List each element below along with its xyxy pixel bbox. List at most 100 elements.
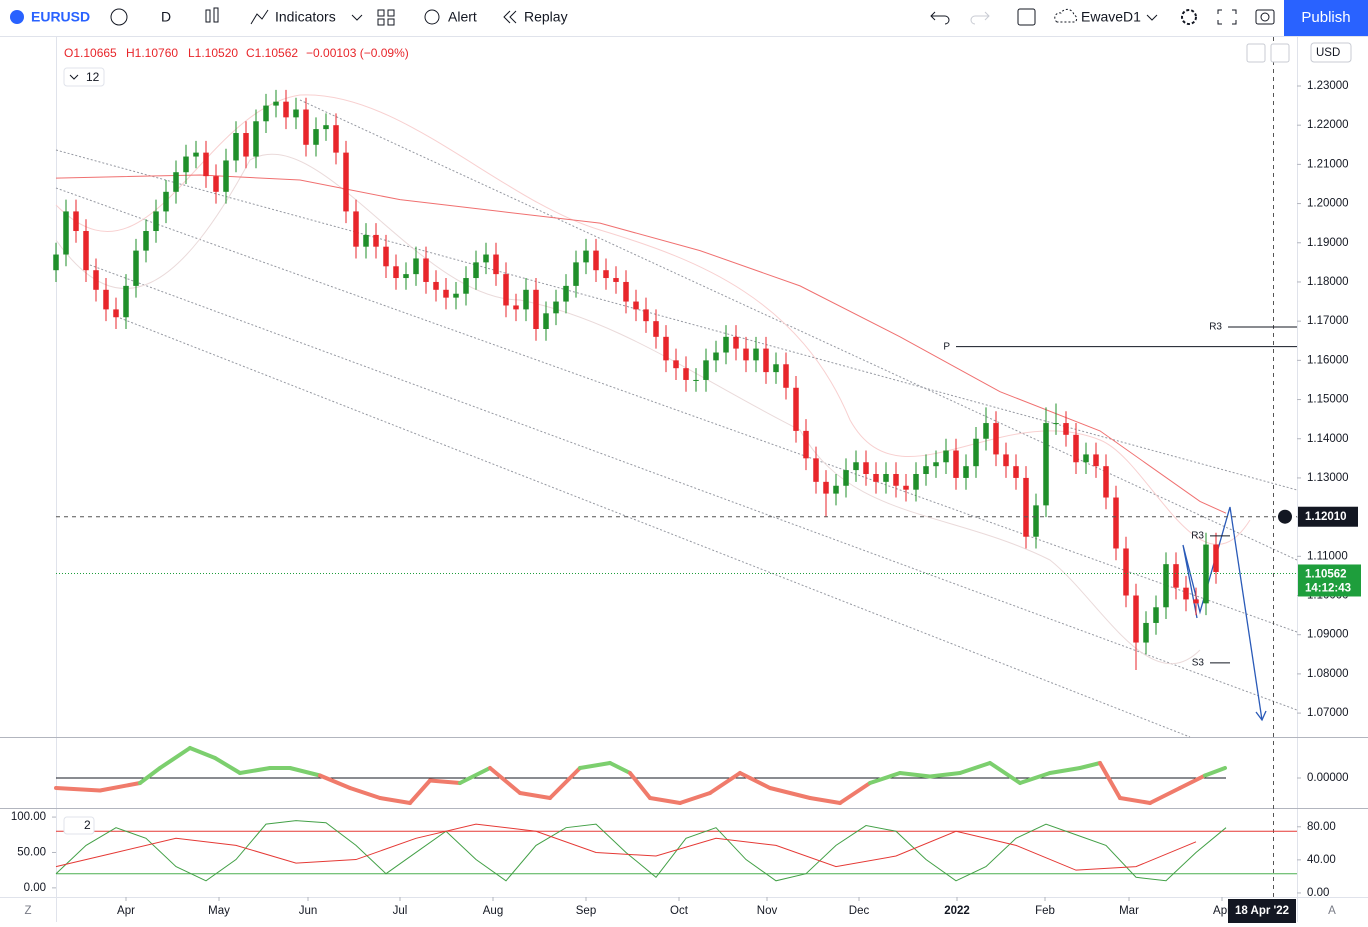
stochastic-line [55,823,1197,871]
oscillator-segment [1078,761,1102,770]
candle-body [1123,548,1129,596]
indicators-button[interactable]: Indicators [275,9,336,25]
candle-body [753,348,759,361]
indicators-icon [250,9,269,25]
candle-body [473,262,479,279]
currency-box[interactable] [1310,42,1352,63]
candle-body [1023,477,1029,537]
publish-button[interactable]: Publish [1301,9,1350,26]
candle-body [953,450,959,478]
candle-body [293,109,299,118]
y-tick-label: 1.19000 [1307,237,1349,249]
legend-low: L1.10520 [188,46,238,60]
oscillator-segment [578,761,612,770]
oscillator-segment [1203,766,1227,778]
oscillator-segment [678,791,712,805]
candle-body [63,211,69,255]
y-tick-label: 1.09000 [1307,629,1349,641]
snapshot-lens [1260,12,1270,22]
oscillator-segment [738,771,772,790]
oscillator-segment [898,771,932,779]
legend-change: −0.00103 (−0.09%) [306,46,409,60]
oscillator-segment [548,766,582,800]
indicators-toggle[interactable] [63,816,95,835]
symbol-icon[interactable] [10,10,24,24]
candle-body [53,254,59,271]
ohlc-legend: O1.10665 H1.10760 L1.10520 C1.10562 −0.0… [64,46,409,60]
candle-body [253,121,259,157]
layout-name[interactable]: EwaveD1 [1081,9,1141,25]
candle-body [1033,505,1039,537]
candle-body [1043,423,1049,506]
fullscreen[interactable] [1217,9,1237,25]
corner-button[interactable]: A [1328,905,1336,917]
corner-button[interactable]: Z [24,905,31,917]
toolbar [0,0,1368,36]
add-symbol[interactable] [110,8,128,26]
candle-body [323,125,329,130]
indicator-count: 12 [86,70,100,84]
symbol[interactable]: EURUSD [31,9,90,25]
candle-body [93,270,99,290]
candle-body [493,254,499,275]
candle-body [1193,599,1199,604]
alert-button[interactable]: Alert [448,9,477,25]
candle-body [333,125,339,153]
candle-body [943,450,949,463]
scroll-down[interactable] [1246,43,1266,63]
candle-body [823,481,829,494]
dropdown[interactable] [351,14,363,21]
oscillator-segment [428,778,462,785]
x-tick-label: Jun [299,905,318,917]
replay-button[interactable]: Replay [524,9,568,25]
maximize-pane[interactable] [1270,43,1290,63]
publish-bg[interactable] [1284,0,1368,36]
legend-open: O1.10665 [64,46,117,60]
y-tick-label: 0.00 [24,882,46,894]
oscillator-segment [628,771,652,800]
candle-body [233,133,239,161]
envelope [55,153,1201,665]
arrow-head [1255,710,1267,722]
trend-channel [55,99,1298,738]
candle-body [633,301,639,310]
oscillator-segment [768,786,812,800]
layout-dropdown[interactable] [1146,14,1158,21]
x-tick-label: May [208,905,230,917]
candle-body [763,348,769,373]
currency[interactable]: USD [1316,47,1340,59]
x-tick-label: Mar [1119,905,1139,917]
redo[interactable] [970,11,990,25]
chart-type[interactable] [205,9,211,23]
x-tick-label: Dec [849,905,870,917]
oscillator-segment [838,781,872,805]
candle-body [833,485,839,494]
indicators-toggle[interactable] [63,67,105,87]
candle-body [1103,466,1109,498]
oscillator-segment [138,766,162,785]
y-tick-label: 1.14000 [1307,433,1349,445]
candle-body [653,321,659,337]
candle-body [723,336,729,353]
oscillator-segment [238,766,272,775]
candle-body [673,360,679,369]
candle-body [1003,454,1009,467]
candle-body [243,133,249,157]
candle-body [1063,423,1069,435]
interval[interactable]: D [161,9,171,25]
last-price: 1.10562 [1305,569,1347,581]
candle-body [923,466,929,475]
candle-body [1183,587,1189,600]
candle-body [383,246,389,267]
candle-body [1153,607,1159,623]
candle-body [703,360,709,380]
snapshot[interactable] [1255,9,1275,25]
legend-close: C1.10562 [246,46,298,60]
settings[interactable] [1181,9,1197,25]
candle-body [693,379,699,381]
undo[interactable] [930,11,950,25]
candle-body [853,462,859,471]
fullscreen-layout[interactable] [1017,8,1036,26]
templates[interactable] [377,9,395,26]
